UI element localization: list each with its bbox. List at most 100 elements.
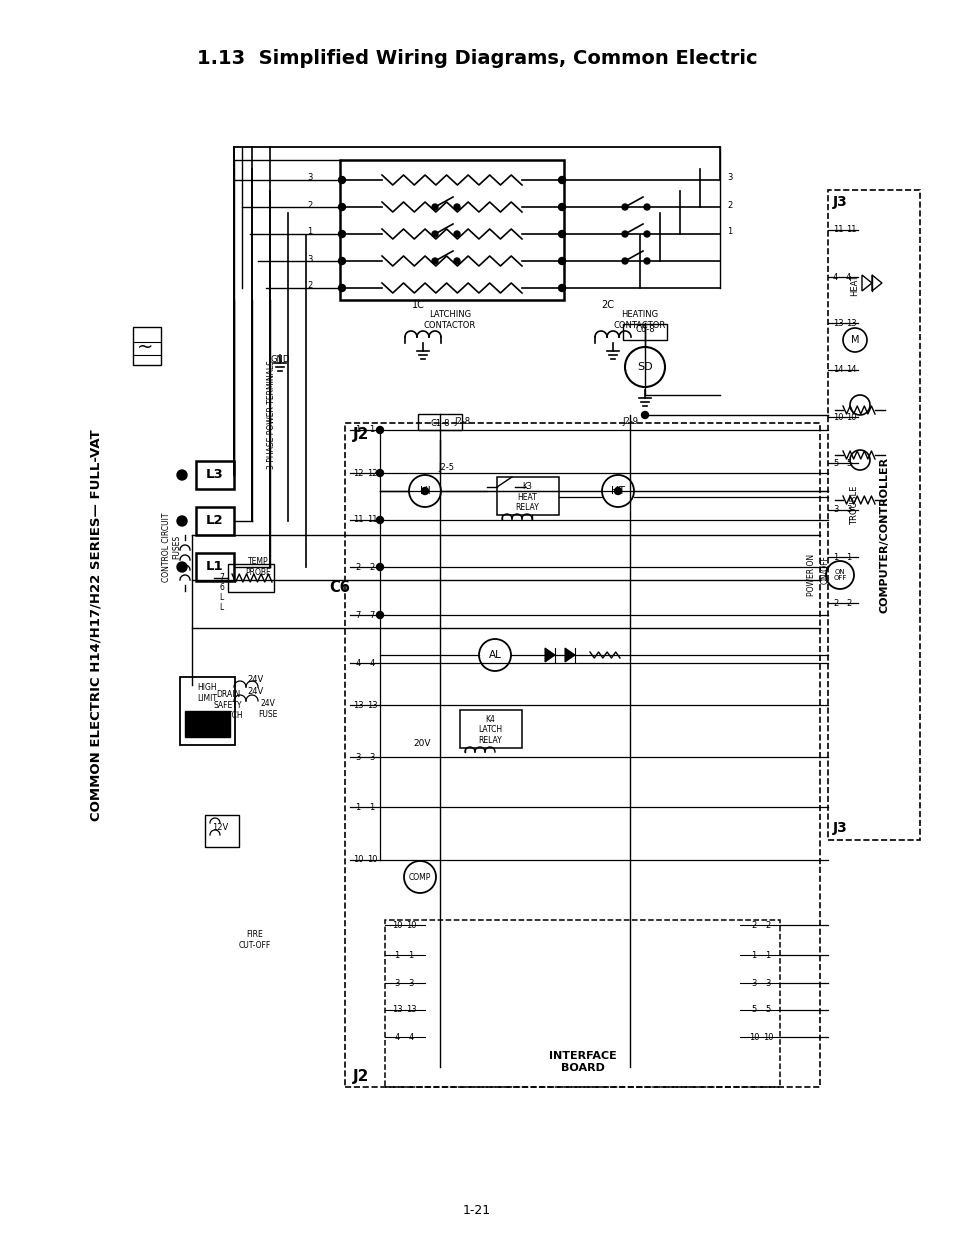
Text: 1: 1 [355,426,360,435]
Text: 11: 11 [366,515,376,525]
Text: 14: 14 [845,366,856,374]
Circle shape [338,177,345,184]
Text: HI: HI [419,487,430,496]
Text: 1: 1 [369,803,375,811]
Circle shape [338,258,345,264]
Text: 1: 1 [394,951,399,960]
Text: 5: 5 [751,1005,756,1014]
Bar [345,424,820,1087]
Text: FIRE
CUT-OFF: FIRE CUT-OFF [238,930,271,950]
Text: L: L [219,603,224,611]
Text: 1-21: 1-21 [462,1203,491,1216]
Text: 4: 4 [369,658,375,667]
Text: 11: 11 [845,226,856,235]
Text: 4: 4 [845,273,850,282]
Text: TROUBLE: TROUBLE [850,485,859,525]
Text: 3: 3 [726,173,732,183]
Text: L1: L1 [206,561,224,573]
Text: J2: J2 [353,1070,369,1084]
Text: 4: 4 [832,273,838,282]
Text: 3: 3 [355,752,360,762]
Text: 2: 2 [307,282,313,290]
Text: 1: 1 [764,951,770,960]
Bar [185,711,230,737]
Text: 4: 4 [394,1032,399,1041]
Text: 10: 10 [845,412,856,421]
Circle shape [376,611,383,619]
Text: 11: 11 [353,515,363,525]
Text: 2: 2 [764,920,770,930]
Bar [622,324,666,340]
Text: DRAIN
SAFETY
SWITCH: DRAIN SAFETY SWITCH [213,690,243,720]
Text: 10: 10 [366,856,376,864]
Text: J2-8: J2-8 [454,417,470,426]
Text: 13: 13 [392,1005,402,1014]
Text: L3: L3 [206,468,224,482]
Text: 1: 1 [355,803,360,811]
Text: GND: GND [270,356,290,364]
Circle shape [558,284,565,291]
Text: 7: 7 [369,610,375,620]
Text: SD: SD [637,362,652,372]
Text: K3
HEAT
RELAY: K3 HEAT RELAY [515,482,538,511]
Circle shape [621,204,627,210]
Circle shape [376,469,383,477]
Circle shape [376,516,383,524]
Circle shape [454,204,459,210]
Text: 2: 2 [726,200,732,210]
Text: 7: 7 [355,610,360,620]
Text: C6: C6 [329,579,350,594]
Text: 2: 2 [307,200,313,210]
Text: ON/OFF: ON/OFF [820,556,828,584]
Text: 12: 12 [366,468,376,478]
Bar [195,508,233,535]
Text: 4: 4 [355,658,360,667]
Circle shape [421,488,428,494]
Text: ~: ~ [136,337,153,357]
Circle shape [376,563,383,571]
Text: 13: 13 [405,1005,416,1014]
Text: 2: 2 [751,920,756,930]
Circle shape [454,231,459,237]
Text: HEATING
CONTACTOR: HEATING CONTACTOR [613,310,665,330]
Text: 3 PHASE POWER TERMINALS: 3 PHASE POWER TERMINALS [267,361,276,469]
Text: 10: 10 [405,920,416,930]
Polygon shape [564,648,575,662]
Bar [385,920,780,1087]
Bar [497,477,558,515]
Bar [195,461,233,489]
Text: 6: 6 [219,583,224,592]
Text: 10: 10 [832,412,842,421]
Text: COMP: COMP [409,872,431,882]
Bar [827,190,919,840]
Circle shape [558,204,565,210]
Text: 1: 1 [751,951,756,960]
Circle shape [558,231,565,237]
Bar [205,815,239,847]
Text: 24V
FUSE: 24V FUSE [258,699,277,719]
Text: 1: 1 [408,951,414,960]
Text: CONTROL CIRCUIT
FUSES: CONTROL CIRCUIT FUSES [162,513,181,582]
Text: COMPUTER/CONTROLLER: COMPUTER/CONTROLLER [879,457,889,613]
Bar [195,553,233,580]
Bar [459,710,521,748]
Circle shape [432,231,437,237]
Text: 2: 2 [845,599,850,608]
Text: 3: 3 [751,978,756,988]
Text: 20V: 20V [413,739,431,747]
Text: INTERFACE
BOARD: INTERFACE BOARD [548,1051,616,1073]
Text: 24V: 24V [248,674,264,683]
Text: 1C: 1C [411,300,424,310]
Text: 7: 7 [219,573,224,582]
Text: 10: 10 [748,1032,759,1041]
Polygon shape [544,648,555,662]
Circle shape [177,471,187,480]
Text: 10: 10 [392,920,402,930]
Circle shape [621,258,627,264]
Text: HIGH
LIMIT: HIGH LIMIT [196,683,216,703]
Text: 5: 5 [832,458,838,468]
Text: 5: 5 [845,458,850,468]
Text: 2: 2 [832,599,838,608]
Circle shape [643,258,649,264]
Circle shape [558,258,565,264]
